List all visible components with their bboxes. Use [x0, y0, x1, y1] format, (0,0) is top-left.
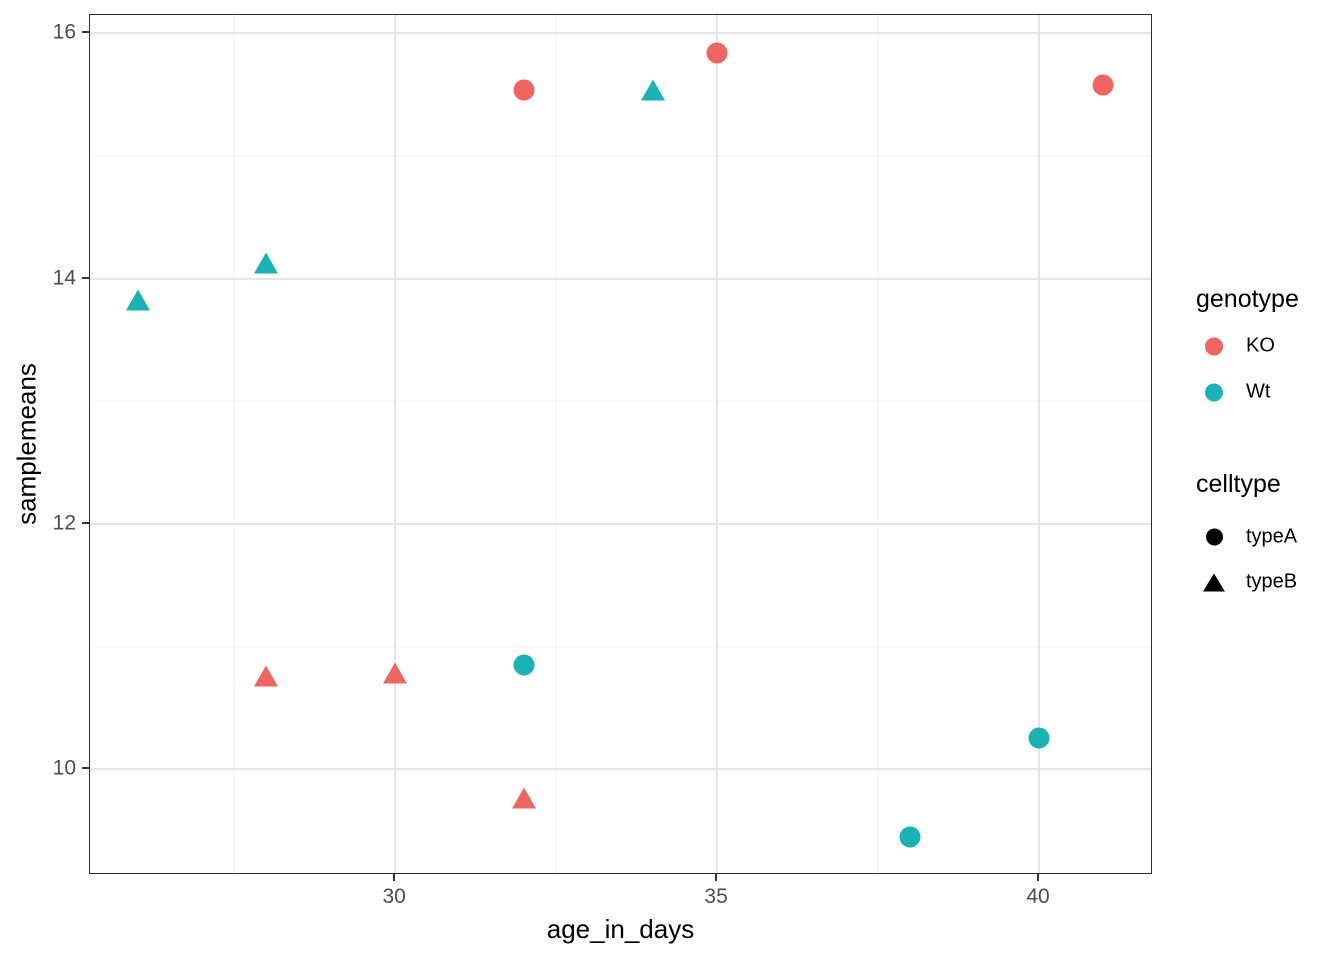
data-point-wt-typea [513, 654, 535, 676]
y-axis-tick [82, 522, 89, 525]
x-axis-tick-label: 40 [1026, 885, 1050, 908]
gridline-major-vertical [1038, 15, 1041, 873]
y-axis-tick [82, 31, 89, 34]
x-axis-tick [1037, 874, 1040, 881]
gridline-minor-horizontal [90, 646, 1151, 648]
data-point-wt-typeb [125, 289, 150, 311]
data-point-ko-typea [513, 79, 535, 101]
gridline-minor-vertical [555, 15, 557, 873]
plot-panel [89, 14, 1152, 874]
gridline-major-vertical [394, 15, 397, 873]
data-point-ko-typea [1092, 74, 1114, 96]
x-axis-title: age_in_days [546, 914, 695, 944]
y-axis-tick-label: 16 [52, 20, 76, 44]
data-point-ko-typeb [383, 662, 408, 684]
data-point-wt-typea [899, 826, 921, 848]
legend-key [1196, 337, 1232, 355]
legend-item-label: KO [1246, 334, 1275, 357]
x-axis-tick-label: 30 [382, 885, 406, 908]
legend-item-wt: Wt [1196, 381, 1270, 404]
ko-circle-icon [1205, 337, 1223, 355]
gridline-minor-vertical [877, 15, 879, 873]
gridline-major-horizontal [90, 768, 1151, 771]
x-axis-tick [393, 874, 396, 881]
legend-item-label: typeA [1246, 525, 1298, 548]
y-axis-tick-label: 14 [52, 266, 76, 290]
data-point-wt-typeb [640, 79, 665, 101]
legend-key [1196, 528, 1232, 546]
gridline-minor-horizontal [90, 155, 1151, 157]
legend-item-label: typeB [1246, 570, 1298, 593]
legend-key [1196, 573, 1232, 591]
data-point-wt-typea [1028, 727, 1050, 749]
data-point-ko-typea [706, 42, 728, 64]
wt-circle-icon [1205, 383, 1223, 401]
legend-title-celltype: celltype [1196, 470, 1281, 498]
gridline-minor-vertical [233, 15, 235, 873]
legend-key [1196, 383, 1232, 401]
legend-item-label: Wt [1246, 380, 1271, 403]
legend-item-typeb: typeB [1196, 571, 1297, 594]
data-point-ko-typeb [511, 787, 536, 809]
legend-title-genotype: genotype [1196, 285, 1299, 313]
y-axis-title: samplemeans [11, 363, 42, 525]
y-axis-tick-label: 10 [52, 756, 76, 780]
gridline-major-horizontal [90, 277, 1151, 280]
y-axis-tick-label: 12 [52, 511, 76, 535]
x-axis-tick [715, 874, 718, 881]
gridline-major-horizontal [90, 523, 1151, 526]
typeb-triangle-icon [1203, 573, 1225, 591]
gridline-minor-horizontal [90, 400, 1151, 402]
y-axis-tick [82, 767, 89, 770]
y-axis-tick [82, 276, 89, 279]
data-point-wt-typeb [254, 252, 279, 274]
gridline-major-horizontal [90, 32, 1151, 35]
x-axis-tick-label: 35 [704, 885, 728, 908]
data-point-ko-typeb [254, 665, 279, 687]
legend-item-typea: typeA [1196, 526, 1297, 549]
typea-circle-icon [1205, 528, 1223, 546]
legend-item-ko: KO [1196, 335, 1275, 358]
gridline-major-vertical [716, 15, 719, 873]
